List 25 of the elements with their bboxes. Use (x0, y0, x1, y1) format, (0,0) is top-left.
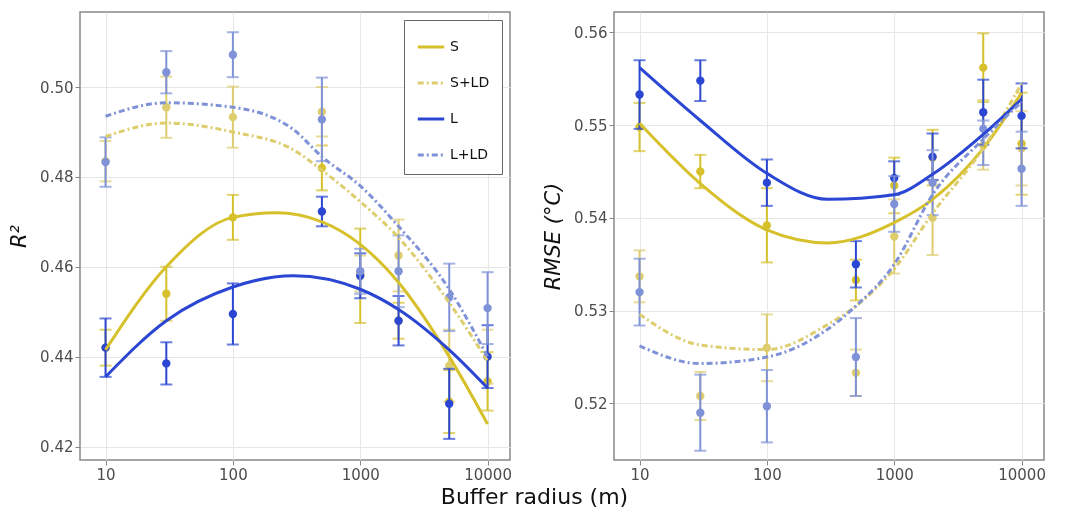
x-tick-label: 10000 (464, 465, 512, 484)
x-tick-label: 100 (753, 465, 782, 484)
y-tick-label: 0.50 (40, 78, 74, 97)
x-tick-label: 1000 (875, 465, 914, 484)
x-axis-title: Buffer radius (m) (439, 484, 630, 509)
legend-label: S (450, 38, 459, 54)
y-tick-label: 0.46 (40, 258, 74, 277)
y-axis-title: RMSE (°C) (541, 182, 566, 291)
legend-label: L+LD (450, 146, 489, 162)
y-tick-label: 0.53 (574, 302, 608, 321)
y-tick-label: 0.44 (40, 348, 74, 367)
x-tick-label: 100 (219, 465, 248, 484)
y-tick-label: 0.42 (40, 438, 74, 457)
legend-label: L (450, 110, 458, 126)
y-tick-label: 0.56 (574, 23, 608, 42)
x-tick-label: 1000 (341, 465, 380, 484)
y-tick-label: 0.55 (574, 116, 608, 135)
x-tick-label: 10000 (998, 465, 1046, 484)
x-tick-label: 10 (96, 465, 116, 484)
x-tick-label: 10 (630, 465, 650, 484)
y-axis-title: R² (7, 224, 32, 249)
y-tick-label: 0.54 (574, 209, 608, 228)
y-tick-label: 0.48 (40, 168, 74, 187)
y-tick-label: 0.52 (574, 394, 608, 413)
legend-label: S+LD (450, 74, 490, 90)
